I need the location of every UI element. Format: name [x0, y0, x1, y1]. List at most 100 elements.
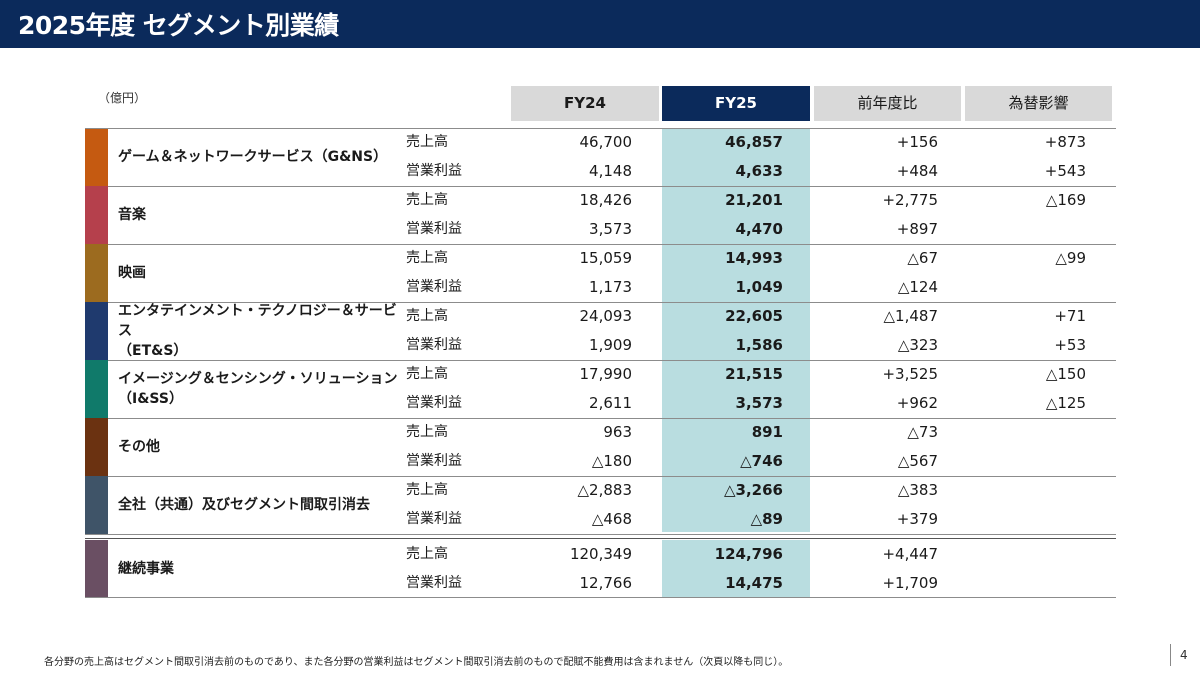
row-separator: [85, 360, 1116, 361]
segment-name: 全社（共通）及びセグメント間取引消去: [118, 497, 370, 513]
row-separator: [85, 302, 1116, 303]
metric-label: 営業利益: [406, 575, 462, 591]
fy25-highlight-band-total: [662, 540, 810, 597]
cell-fy25: 4,633: [735, 162, 783, 180]
footnote: 各分野の売上高はセグメント間取引消去前のものであり、また各分野の営業利益はセグメ…: [44, 657, 789, 668]
segment-color-bar: [85, 540, 108, 597]
cell-fy24: 2,611: [589, 394, 632, 412]
cell-fx: [965, 505, 1086, 533]
column-header-yoy: 前年度比: [814, 86, 961, 121]
page-number: 4: [1180, 648, 1188, 662]
segment-color-bar: [85, 476, 108, 534]
cell-fy25: 21,201: [725, 191, 783, 209]
metric-label: 営業利益: [406, 453, 462, 469]
cell-fy25: △89: [750, 510, 783, 528]
segment-name: 音楽: [118, 207, 146, 223]
cell-fy25: 4,470: [735, 220, 783, 238]
cell-fy24: 1,173: [589, 278, 632, 296]
cell-yoy: +484: [896, 162, 938, 180]
table-top-border: [85, 128, 1116, 129]
row-separator: [85, 418, 1116, 419]
segment-color-bar: [85, 186, 108, 244]
title-bar: 2025年度 セグメント別業績: [0, 0, 1200, 48]
metric-label: 営業利益: [406, 395, 462, 411]
metric-label: 売上高: [406, 134, 448, 150]
cell-yoy: △567: [897, 452, 938, 470]
cell-fx: △125: [1045, 394, 1086, 412]
cell-yoy: △1,487: [883, 307, 938, 325]
cell-fy25: 46,857: [725, 133, 783, 151]
cell-fy24: 963: [603, 423, 632, 441]
cell-fx: [965, 418, 1086, 446]
cell-fy24: 17,990: [579, 365, 633, 383]
cell-fy25: △3,266: [724, 481, 783, 499]
cell-fx: [965, 447, 1086, 475]
cell-yoy: +1,709: [882, 574, 938, 592]
cell-fx: [965, 476, 1086, 504]
page-title: 2025年度 セグメント別業績: [18, 11, 339, 40]
cell-fy24: 24,093: [579, 307, 633, 325]
cell-fy24: 3,573: [589, 220, 632, 238]
cell-fx: [965, 273, 1086, 301]
cell-fy25: 891: [751, 423, 783, 441]
segment-color-bar: [85, 302, 108, 360]
metric-label: 売上高: [406, 366, 448, 382]
cell-fx: +873: [1044, 133, 1086, 151]
fy25-highlight-band: [662, 128, 810, 532]
column-header-fy25: FY25: [662, 86, 810, 121]
cell-fx: +53: [1054, 336, 1086, 354]
metric-label: 営業利益: [406, 221, 462, 237]
segment-name: ゲーム＆ネットワークサービス（G&NS）: [118, 149, 388, 165]
cell-fy25: △746: [740, 452, 783, 470]
cell-yoy: △383: [897, 481, 938, 499]
segment-name: エンタテインメント・テクノロジー＆サービス （ET&S）: [118, 303, 397, 359]
cell-yoy: +897: [896, 220, 938, 238]
cell-yoy: +156: [896, 133, 938, 151]
metric-label: 売上高: [406, 424, 448, 440]
cell-yoy: △73: [907, 423, 938, 441]
segment-name: 映画: [118, 265, 146, 281]
cell-fy24: △180: [591, 452, 632, 470]
cell-yoy: △323: [897, 336, 938, 354]
segment-color-bar: [85, 418, 108, 476]
cell-fy24: 18,426: [579, 191, 633, 209]
cell-fy24: 120,349: [569, 545, 632, 563]
cell-fy24: 4,148: [589, 162, 632, 180]
cell-fy24: 12,766: [579, 574, 633, 592]
metric-label: 売上高: [406, 482, 448, 498]
segment-color-bar: [85, 244, 108, 302]
segment-color-bar: [85, 360, 108, 418]
cell-fy25: 14,475: [725, 574, 783, 592]
metric-label: 営業利益: [406, 163, 462, 179]
page-number-divider: [1170, 644, 1171, 666]
cell-fy24: 46,700: [579, 133, 633, 151]
cell-fy25: 22,605: [725, 307, 783, 325]
segment-name: 継続事業: [118, 560, 174, 577]
cell-fx: +543: [1044, 162, 1086, 180]
cell-fx: △150: [1045, 365, 1086, 383]
cell-fy24: △2,883: [577, 481, 632, 499]
cell-fx: [965, 569, 1086, 597]
segment-name: イメージング＆センシング・ソリューション （I&SS）: [118, 371, 398, 407]
cell-fy24: 1,909: [589, 336, 632, 354]
total-separator: [85, 538, 1116, 539]
cell-yoy: +4,447: [882, 545, 938, 563]
row-separator: [85, 476, 1116, 477]
cell-yoy: △124: [897, 278, 938, 296]
cell-fy25: 1,586: [735, 336, 783, 354]
row-separator: [85, 534, 1116, 535]
cell-yoy: +379: [896, 510, 938, 528]
row-separator: [85, 186, 1116, 187]
cell-yoy: +2,775: [882, 191, 938, 209]
metric-label: 売上高: [406, 250, 448, 266]
table-bottom-border: [85, 597, 1116, 598]
cell-fx: +71: [1054, 307, 1086, 325]
metric-label: 営業利益: [406, 279, 462, 295]
cell-yoy: △67: [907, 249, 938, 267]
cell-fy24: 15,059: [579, 249, 633, 267]
cell-fy25: 21,515: [725, 365, 783, 383]
unit-label: （億円）: [98, 91, 147, 105]
cell-fx: △169: [1045, 191, 1086, 209]
cell-yoy: +962: [896, 394, 938, 412]
metric-label: 営業利益: [406, 511, 462, 527]
